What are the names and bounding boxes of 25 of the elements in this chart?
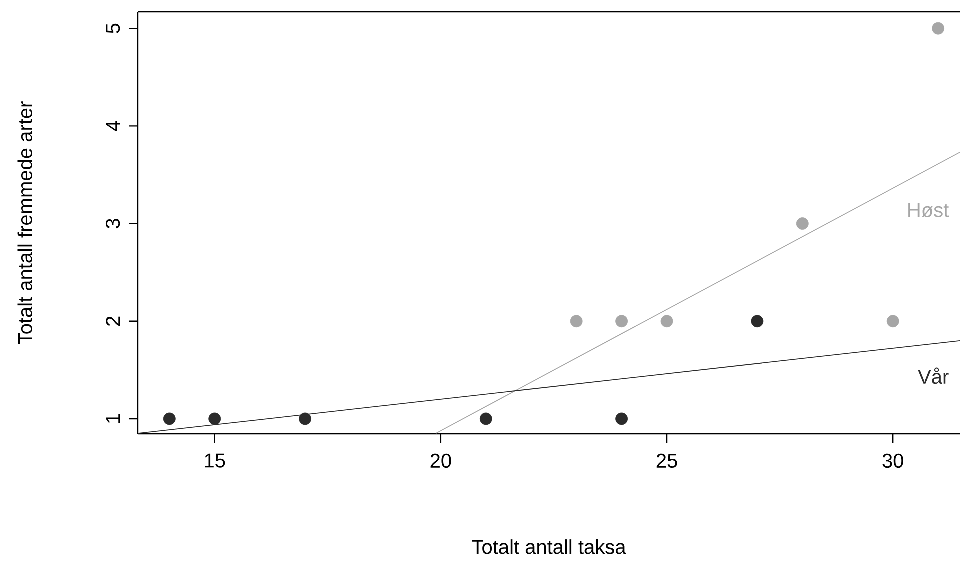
point — [163, 412, 176, 426]
point — [751, 315, 764, 328]
y-axis-title: Totalt antall fremmede arter — [18, 102, 32, 344]
y-tick-label: 3 — [106, 219, 120, 229]
point — [616, 412, 628, 426]
point — [480, 412, 492, 426]
x-tick-label: 20 — [430, 454, 452, 468]
series-label: Vår — [918, 368, 949, 384]
x-tick-label: 15 — [205, 454, 226, 468]
series-label: Høst — [908, 203, 949, 218]
y-tick-label: 4 — [106, 121, 120, 132]
point — [299, 412, 312, 426]
y-tick-label: 5 — [106, 24, 120, 34]
point — [660, 315, 674, 328]
x-axis-title: Totalt antall taksa — [472, 540, 626, 554]
point — [570, 315, 583, 328]
point — [886, 315, 900, 328]
point — [796, 218, 809, 230]
point — [616, 315, 628, 328]
x-tick-label: 30 — [882, 454, 904, 468]
x-tick-label: 25 — [656, 454, 678, 468]
y-tick-label: 1 — [106, 414, 120, 424]
point — [932, 22, 945, 35]
y-tick-label: 2 — [106, 316, 120, 326]
point — [208, 412, 222, 426]
